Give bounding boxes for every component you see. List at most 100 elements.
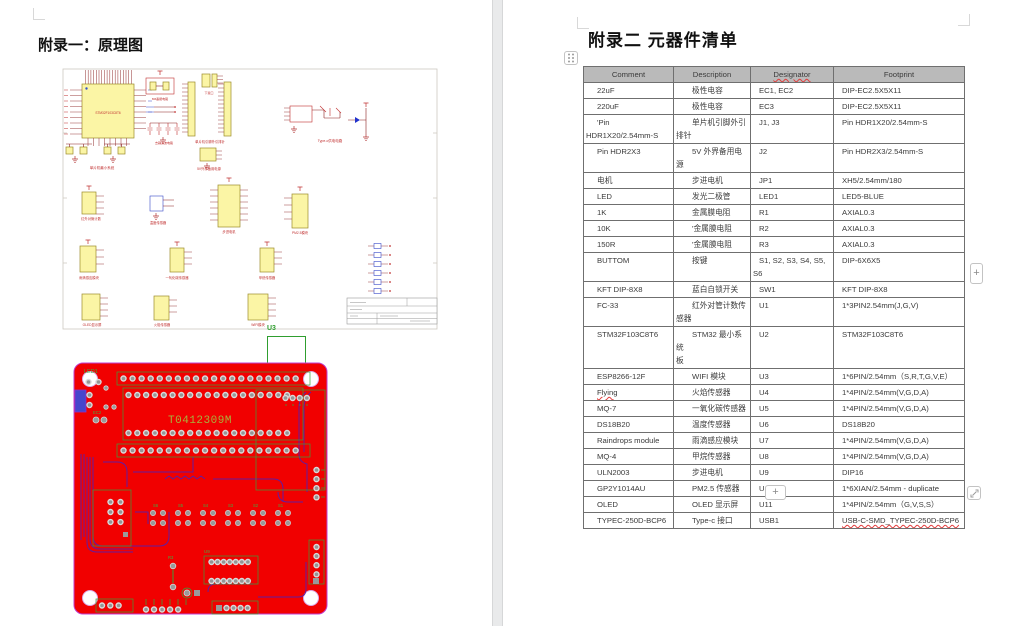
bom-cell[interactable]: '金属膜电阻 <box>673 220 751 237</box>
bom-cell[interactable]: 'Pin HDR1X20/2.54mm-S <box>583 114 674 144</box>
bom-cell[interactable]: DIP-EC2.5X5X11 <box>833 82 965 99</box>
bom-cell[interactable]: STM32F103C8T6 <box>583 326 674 369</box>
bom-cell[interactable]: U1 <box>750 297 834 327</box>
table-move-handle[interactable] <box>564 51 578 65</box>
bom-cell[interactable]: 极性电容 <box>673 98 751 115</box>
appendix2-title[interactable]: 附录二 元器件清单 <box>588 31 738 50</box>
bom-cell[interactable]: U6 <box>750 416 834 433</box>
bom-cell[interactable]: 1*4PIN/2.54mm(V,G,D,A) <box>833 384 965 401</box>
bom-cell[interactable]: S1, S2, S3, S4, S5, S6 <box>750 252 834 282</box>
appendix1-title[interactable]: 附录一：原理图 <box>38 37 144 54</box>
bom-cell[interactable]: 蓝白自锁开关 <box>673 281 751 298</box>
bom-header-designator[interactable]: Designator <box>750 66 834 83</box>
bom-cell[interactable]: MQ-4 <box>583 448 674 465</box>
bom-cell[interactable]: AXIAL0.3 <box>833 236 965 253</box>
bom-cell[interactable]: KFT DIP-8X8 <box>583 281 674 298</box>
bom-header-comment[interactable]: Comment <box>583 66 674 83</box>
bom-cell[interactable]: Flying <box>583 384 674 401</box>
bom-cell[interactable]: 单片机引脚外引 排针 <box>673 114 751 144</box>
bom-cell[interactable]: EC3 <box>750 98 834 115</box>
bom-cell[interactable]: J2 <box>750 143 834 173</box>
bom-cell[interactable]: MQ-7 <box>583 400 674 417</box>
bom-cell[interactable]: BUTTOM <box>583 252 674 282</box>
bom-cell[interactable]: 150R <box>583 236 674 253</box>
bom-cell[interactable]: Type-c 接口 <box>673 512 751 529</box>
bom-cell[interactable]: GP2Y1014AU <box>583 480 674 497</box>
bom-cell[interactable]: 火焰传感器 <box>673 384 751 401</box>
bom-header-description[interactable]: Description <box>673 66 751 83</box>
bom-cell[interactable]: U10 <box>750 480 834 497</box>
bom-cell[interactable]: J1, J3 <box>750 114 834 144</box>
bom-cell[interactable]: U4 <box>750 384 834 401</box>
bom-cell[interactable]: 22uF <box>583 82 674 99</box>
bom-cell[interactable]: DIP-EC2.5X5X11 <box>833 98 965 115</box>
pcb-image[interactable]: LED1 EC2 T0412309M <box>73 362 328 615</box>
bom-cell[interactable]: 1*6PIN/2.54mm（S,R,T,G,V,E） <box>833 368 965 385</box>
bom-cell[interactable]: LED5-BLUE <box>833 188 965 205</box>
bom-cell[interactable]: LED <box>583 188 674 205</box>
bom-cell[interactable]: DIP16 <box>833 464 965 481</box>
bom-cell[interactable]: 1*4PIN/2.54mm(V,G,D,A) <box>833 400 965 417</box>
bom-cell[interactable]: XH5/2.54mm/180 <box>833 172 965 189</box>
bom-cell[interactable]: 1*4PIN/2.54mm(V,G,D,A) <box>833 448 965 465</box>
bom-cell[interactable]: AXIAL0.3 <box>833 220 965 237</box>
bom-cell[interactable]: 步进电机 <box>673 172 751 189</box>
bom-cell[interactable]: OLED <box>583 496 674 513</box>
bom-cell[interactable]: STM32 最小系统 板 <box>673 326 751 369</box>
bom-cell[interactable]: Raindrops module <box>583 432 674 449</box>
schematic-image[interactable]: STM32F103C8T6 下载口 8M晶振电路 <box>62 68 438 330</box>
bom-cell[interactable]: OLED 显示屏 <box>673 496 751 513</box>
bom-cell[interactable]: JP1 <box>750 172 834 189</box>
bom-cell[interactable]: 甲烷传感器 <box>673 448 751 465</box>
bom-cell[interactable]: USB1 <box>750 512 834 529</box>
bom-cell[interactable]: SW1 <box>750 281 834 298</box>
bom-table[interactable]: Comment Description Designator Footprint 22… <box>583 66 965 529</box>
bom-cell[interactable]: R1 <box>750 204 834 221</box>
bom-cell[interactable]: U2 <box>750 326 834 369</box>
bom-cell[interactable]: 极性电容 <box>673 82 751 99</box>
bom-cell[interactable]: 一氧化碳传感器 <box>673 400 751 417</box>
bom-cell[interactable]: ESP8266-12F <box>583 368 674 385</box>
bom-cell[interactable]: 1K <box>583 204 674 221</box>
insert-column-button[interactable]: + <box>970 263 983 284</box>
bom-cell[interactable]: KFT DIP-8X8 <box>833 281 965 298</box>
bom-cell[interactable]: U3 <box>750 368 834 385</box>
bom-cell[interactable]: U8 <box>750 448 834 465</box>
bom-cell[interactable]: TYPEC-250D-BCP6 <box>583 512 674 529</box>
bom-cell[interactable]: STM32F103C8T6 <box>833 326 965 369</box>
bom-cell[interactable]: FC-33 <box>583 297 674 327</box>
bom-cell[interactable]: AXIAL0.3 <box>833 204 965 221</box>
bom-cell[interactable]: U11 <box>750 496 834 513</box>
bom-cell[interactable]: 电机 <box>583 172 674 189</box>
bom-cell[interactable]: R3 <box>750 236 834 253</box>
bom-cell[interactable]: USB-C-SMD_TYPEC-250D-BCP6 <box>833 512 965 529</box>
bom-cell[interactable]: U9 <box>750 464 834 481</box>
bom-cell[interactable]: 1*4PIN/2.54mm（G,V,S,S） <box>833 496 965 513</box>
bom-cell[interactable]: 温度传感器 <box>673 416 751 433</box>
bom-cell[interactable]: DIP-6X6X5 <box>833 252 965 282</box>
bom-cell[interactable]: U7 <box>750 432 834 449</box>
bom-cell[interactable]: 步进电机 <box>673 464 751 481</box>
bom-cell[interactable]: R2 <box>750 220 834 237</box>
bom-header-footprint[interactable]: Footprint <box>833 66 965 83</box>
bom-cell[interactable]: 220uF <box>583 98 674 115</box>
bom-cell[interactable]: 雨滴感应模块 <box>673 432 751 449</box>
bom-cell[interactable]: 1*3PIN2.54mm(J,G,V) <box>833 297 965 327</box>
bom-cell[interactable]: 1*6XIAN/2.54mm - duplicate <box>833 480 965 497</box>
bom-cell[interactable]: 10K <box>583 220 674 237</box>
bom-cell[interactable]: 按键 <box>673 252 751 282</box>
bom-cell[interactable]: WIFI 模块 <box>673 368 751 385</box>
bom-cell[interactable]: 1*4PIN/2.54mm(V,G,D,A) <box>833 432 965 449</box>
bom-cell[interactable]: EC1, EC2 <box>750 82 834 99</box>
bom-cell[interactable]: LED1 <box>750 188 834 205</box>
bom-cell[interactable]: '金属膜电阻 <box>673 236 751 253</box>
bom-cell[interactable]: PM2.5 传感器 <box>673 480 751 497</box>
bom-cell[interactable]: ULN2003 <box>583 464 674 481</box>
bom-cell[interactable]: Pin HDR1X20/2.54mm-S <box>833 114 965 144</box>
bom-cell[interactable]: 红外对管计数传 感器 <box>673 297 751 327</box>
table-resize-handle[interactable] <box>967 486 981 500</box>
bom-cell[interactable]: 5V 外界备用电源 <box>673 143 751 173</box>
bom-cell[interactable]: Pin HDR2X3 <box>583 143 674 173</box>
bom-cell[interactable]: Pin HDR2X3/2.54mm-S <box>833 143 965 173</box>
bom-cell[interactable]: 金属膜电阻 <box>673 204 751 221</box>
